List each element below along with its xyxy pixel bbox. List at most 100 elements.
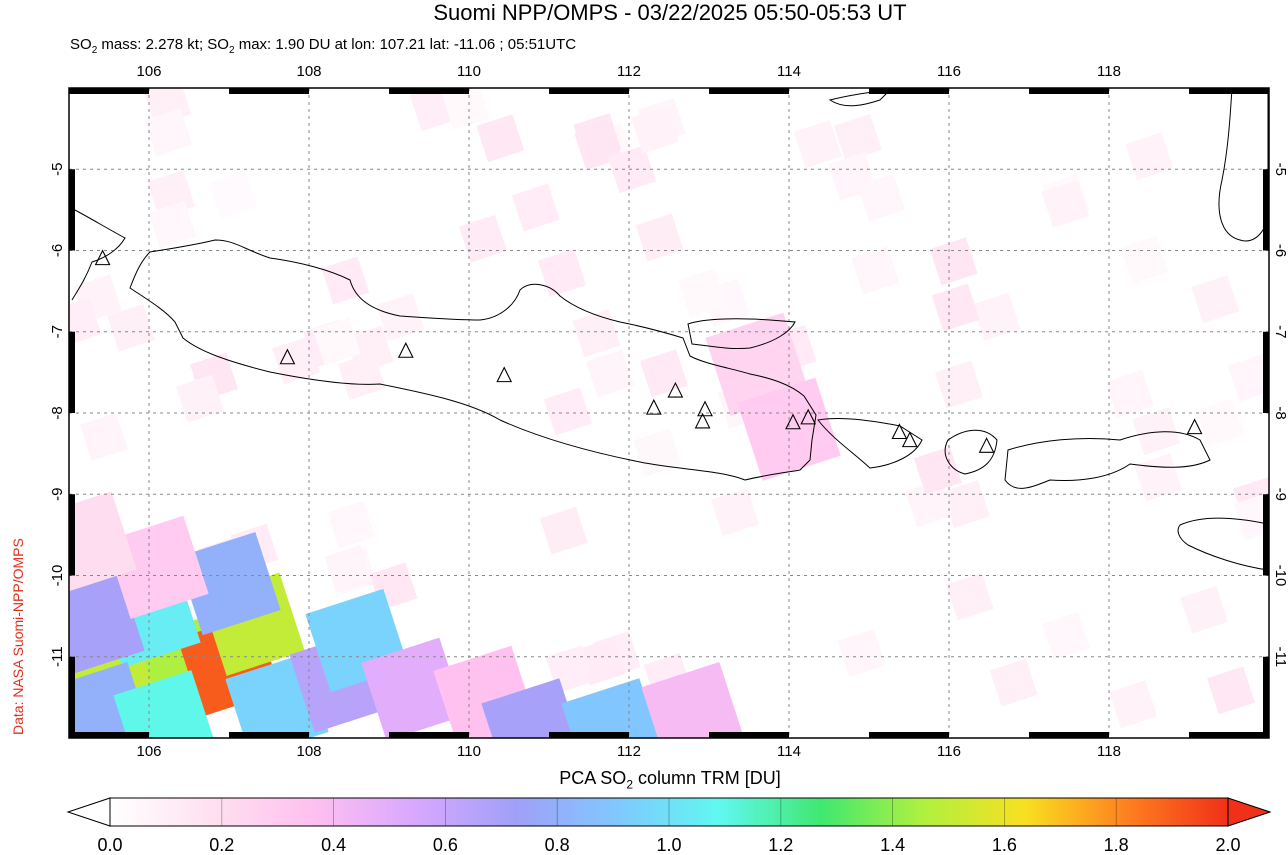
- lon-tick-label: 106: [136, 743, 161, 760]
- lat-tick-label: -7: [1272, 325, 1288, 338]
- frame-band-top: [1189, 88, 1269, 94]
- background-cell: [710, 488, 759, 536]
- background-cell: [543, 387, 592, 436]
- frame-band-bottom: [709, 732, 789, 738]
- frame-band-top: [1029, 88, 1109, 94]
- colorbar-tick-label: 1.4: [880, 835, 905, 855]
- so2-subscript-2: 2: [228, 45, 235, 56]
- background-cell: [1041, 180, 1090, 228]
- background-cell: [272, 336, 320, 385]
- lat-tick-label: -5: [1272, 163, 1288, 176]
- colorbar-tick-label: 1.2: [768, 835, 793, 855]
- colorbar: 0.0 0.2 0.4 0.6 0.8 1.0 1.2 1.4 1.6 1.8 2.0: [66, 797, 1272, 855]
- volcano-marker: [785, 413, 801, 430]
- map-area: [69, 88, 1269, 738]
- background-cell: [941, 480, 990, 529]
- frame-band-right: [1263, 656, 1269, 738]
- so2-plume: [69, 312, 841, 738]
- background-cell: [573, 113, 622, 161]
- background-cell: [1041, 612, 1090, 661]
- so2-summary: SO2 mass: 2.278 kt; SO2 max: 1.90 DU at …: [70, 36, 576, 56]
- background-cell: [327, 500, 376, 549]
- background-cell: [1120, 235, 1169, 284]
- background-cell: [678, 268, 727, 317]
- background-cell: [144, 108, 193, 157]
- frame-bands: [69, 88, 1269, 738]
- colorbar-gradient: [109, 797, 1229, 827]
- background-cell: [929, 237, 978, 286]
- lon-tick-label: 118: [1097, 743, 1121, 760]
- background-cell: [851, 246, 900, 295]
- kalimantan-coastline: [828, 89, 892, 107]
- colorbar-low-arrow: [66, 797, 111, 827]
- volcano-marker: [891, 423, 908, 440]
- lat-tick-label: -5: [49, 163, 66, 176]
- colorbar-title: PCA SO2 column TRM [DU]: [0, 768, 1288, 792]
- background-cell: [972, 292, 1021, 341]
- background-cell: [107, 303, 156, 352]
- volcano-marker: [901, 431, 918, 448]
- lon-tick-label: 114: [777, 63, 801, 80]
- lon-tick-label: 106: [136, 63, 161, 80]
- colorbar-high-arrow: [1227, 797, 1272, 827]
- background-cell: [1207, 666, 1255, 715]
- colorbar-tick-label: 0.6: [433, 835, 458, 855]
- sumba-coastline: [1177, 517, 1269, 571]
- background-cell: [1191, 275, 1240, 324]
- background-cell: [585, 349, 634, 398]
- so2-max-text: max: 1.90 DU at lon: 107.21 lat: -11.06 …: [234, 36, 577, 53]
- background-cell: [376, 293, 425, 342]
- so2-cell: [481, 678, 585, 738]
- frame-band-left: [69, 494, 75, 576]
- so2-cell: [361, 637, 465, 738]
- lon-tick-label: 108: [296, 743, 321, 760]
- background-cell: [1180, 585, 1229, 634]
- volcano-markers: [94, 249, 1203, 453]
- frame-band-right: [1263, 169, 1269, 251]
- volcano-marker: [496, 366, 513, 383]
- so2-cell: [561, 678, 665, 738]
- lon-tick-label: 116: [937, 63, 961, 80]
- colorbar-tick-label: 0.8: [545, 835, 570, 855]
- frame-band-right: [1263, 331, 1269, 413]
- lat-labels-left: -5 -6 -7 -8 -9 -10 -11: [49, 163, 66, 667]
- colorbar-tick-label: 1.6: [992, 835, 1017, 855]
- frame-band-right: [1263, 494, 1269, 576]
- lat-tick-label: -8: [49, 406, 66, 419]
- so2-subscript: 2: [91, 45, 98, 56]
- background-cell: [539, 506, 588, 555]
- colorbar-tick-label: 0.0: [97, 835, 122, 855]
- frame-band-top: [389, 88, 469, 94]
- lon-tick-label: 118: [1097, 63, 1121, 80]
- map-title: Suomi NPP/OMPS - 03/22/2025 05:50-05:53 …: [433, 0, 907, 25]
- frame-band-left: [69, 656, 75, 738]
- volcano-marker: [94, 249, 111, 266]
- lon-labels-top: 106 108 110 112 114 116 118: [136, 63, 1120, 80]
- lat-tick-label: -9: [1272, 488, 1288, 501]
- so2-cell: [113, 670, 217, 738]
- frame-band-top: [549, 88, 629, 94]
- lat-tick-label: -6: [49, 244, 66, 257]
- background-cell: [633, 428, 682, 477]
- frame-band-top: [229, 88, 309, 94]
- background-cell: [345, 325, 394, 374]
- colorbar-ticks: 0.0 0.2 0.4 0.6 0.8 1.0 1.2 1.4 1.6 1.8 2.0: [97, 798, 1241, 855]
- background-cell: [945, 572, 994, 621]
- background-cell: [1196, 398, 1245, 447]
- frame-band-top: [69, 88, 149, 94]
- background-cell: [1109, 680, 1158, 729]
- background-cell: [1132, 407, 1181, 456]
- colorbar-tick-label: 1.0: [656, 835, 681, 855]
- lon-tick-label: 108: [296, 63, 321, 80]
- background-cell: [148, 200, 197, 249]
- colorbar-tick-label: 0.2: [209, 835, 234, 855]
- so2-cell: [69, 491, 137, 595]
- lat-tick-label: -10: [49, 565, 66, 587]
- volcano-marker: [397, 342, 414, 358]
- background-cell: [857, 173, 906, 222]
- background-cell: [934, 360, 983, 409]
- lat-labels-right: -5 -6 -7 -8 -9 -10 -11: [1272, 163, 1288, 667]
- background-cell: [324, 545, 373, 593]
- frame-band-bottom: [229, 732, 309, 738]
- background-cell: [989, 658, 1038, 707]
